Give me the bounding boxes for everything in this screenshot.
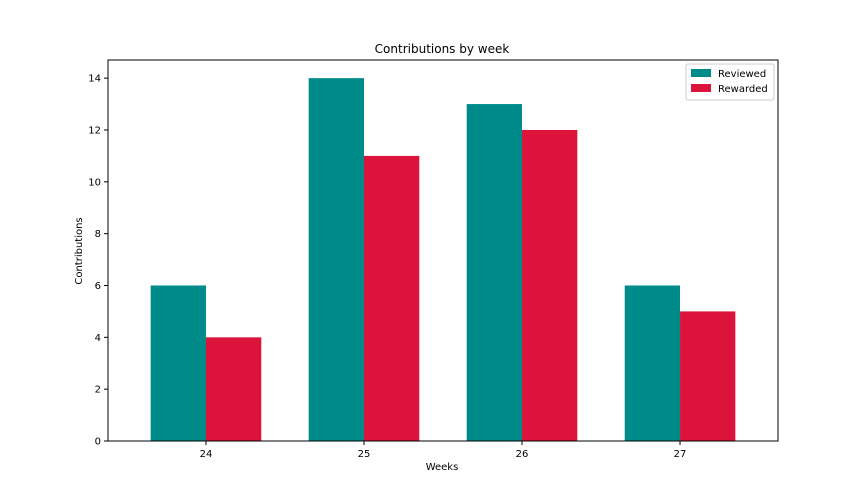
bar-rewarded-26	[522, 129, 578, 441]
legend-label-rewarded: Rewarded	[718, 84, 768, 95]
legend-swatch-rewarded	[691, 84, 711, 92]
legend-label-reviewed: Reviewed	[718, 69, 766, 80]
bar-rewarded-25	[363, 155, 420, 442]
bar-rewarded-24	[205, 337, 262, 441]
y-tick-label: 0	[95, 437, 101, 448]
y-tick-label: 8	[95, 229, 101, 240]
bar-reviewed-27	[624, 285, 681, 441]
y-tick-label: 12	[88, 125, 101, 136]
x-tick-label: 27	[674, 449, 687, 460]
legend-swatch-reviewed	[691, 69, 711, 77]
y-tick-label: 6	[95, 281, 101, 292]
y-axis-label: Contributions	[74, 217, 85, 284]
bar-reviewed-25	[308, 78, 364, 442]
legend: Reviewed Rewarded	[685, 63, 775, 101]
x-axis-label: Weeks	[426, 462, 459, 473]
y-tick-label: 14	[88, 74, 101, 85]
x-tick-label: 24	[200, 449, 213, 460]
axes-frame	[107, 59, 779, 442]
bar-reviewed-26	[466, 104, 523, 442]
bar-rewarded-27	[680, 311, 736, 441]
y-tick-label: 10	[88, 177, 101, 188]
y-tick-label: 4	[95, 333, 101, 344]
y-tick-label: 2	[95, 385, 101, 396]
bar-reviewed-24	[150, 285, 206, 441]
x-tick-label: 26	[516, 449, 529, 460]
chart-title: Contributions by week	[375, 42, 510, 56]
x-tick-label: 25	[358, 449, 371, 460]
